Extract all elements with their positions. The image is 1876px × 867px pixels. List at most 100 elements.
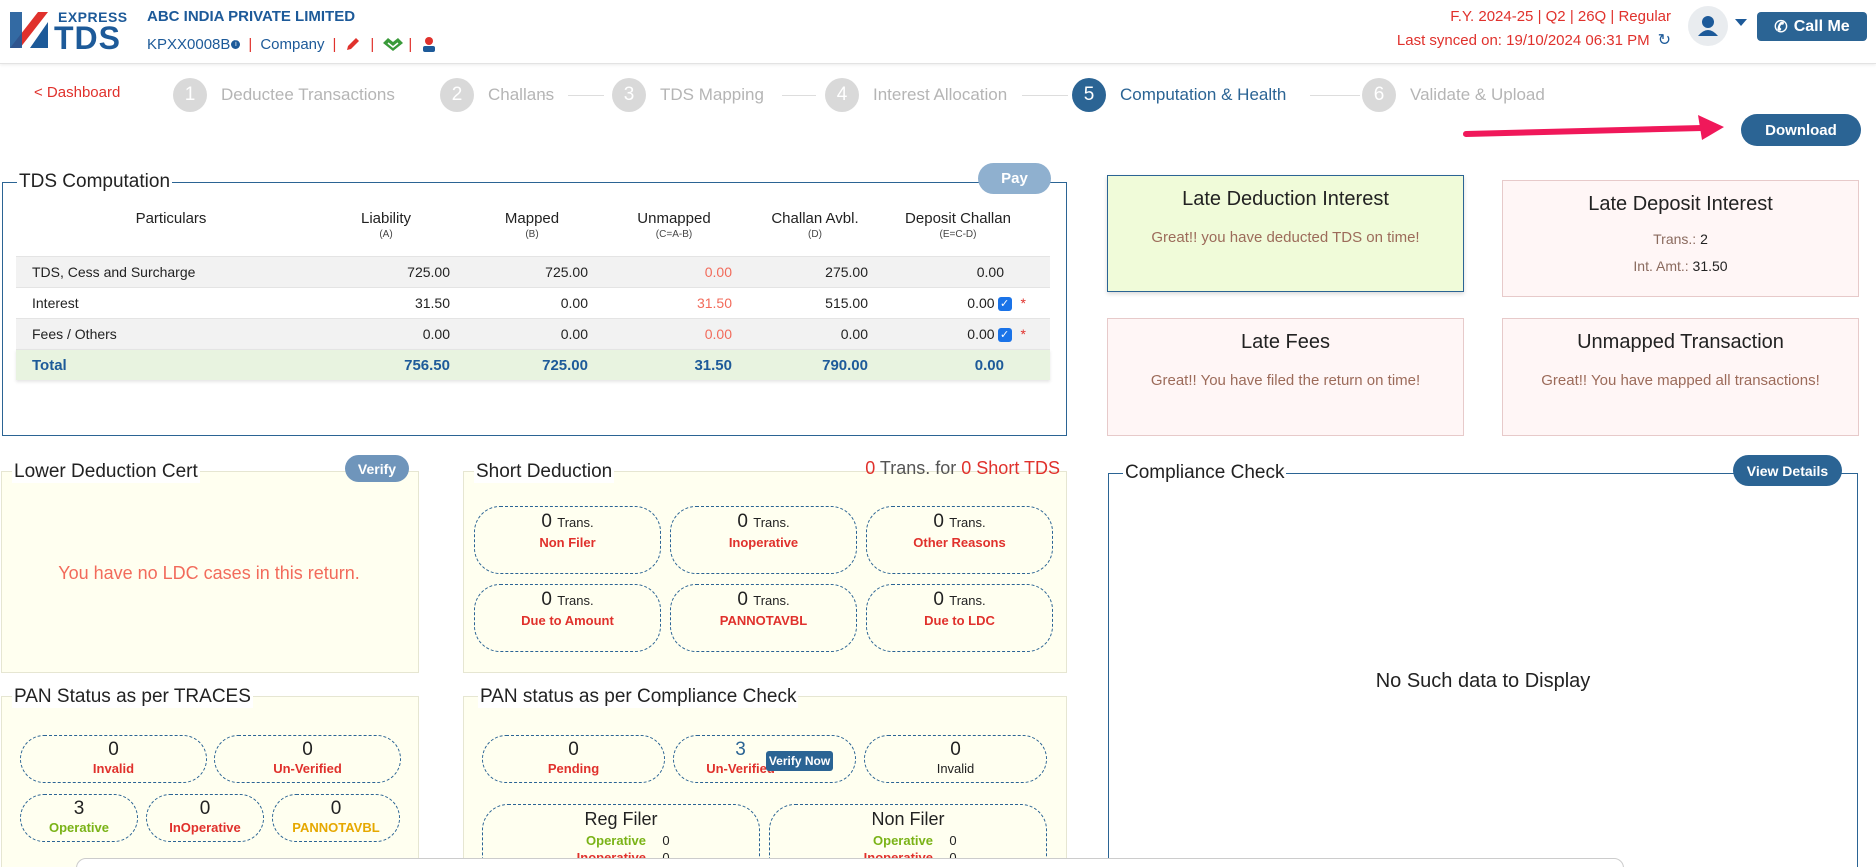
column-header: Unmapped (C=A-B) xyxy=(637,210,711,240)
pan-invalid-bubble[interactable]: 0 Invalid xyxy=(20,735,207,783)
step-number: 2 xyxy=(440,78,474,112)
panel-title: PAN status as per Compliance Check xyxy=(478,686,799,708)
info-icon[interactable]: i xyxy=(231,39,241,49)
non-filer-bubble[interactable]: 0 Trans. Non Filer xyxy=(474,506,661,574)
step-challans[interactable]: 2 Challans xyxy=(440,78,554,112)
late-fees-card[interactable]: Late Fees Great!! You have filed the ret… xyxy=(1107,318,1464,436)
card-message: Great!! You have mapped all transactions… xyxy=(1541,372,1820,389)
express-tds-logo[interactable]: EXPRESS TDS xyxy=(8,8,128,56)
logo-text-express: EXPRESS xyxy=(58,9,128,25)
inoperative-bubble[interactable]: 0 Trans. Inoperative xyxy=(670,506,857,574)
pan-operative-bubble[interactable]: 3 Operative xyxy=(20,794,138,842)
person-icon xyxy=(1698,16,1718,36)
compliance-check-panel: Compliance Check xyxy=(1108,462,1858,867)
card-title: Unmapped Transaction xyxy=(1577,331,1784,353)
column-header: Mapped (B) xyxy=(504,210,560,240)
handshake-icon[interactable] xyxy=(382,35,404,53)
pan-pending-bubble[interactable]: 0 Pending xyxy=(482,735,665,783)
divider: | xyxy=(370,35,375,53)
step-number: 6 xyxy=(1362,78,1396,112)
dashboard-back-link[interactable]: < Dashboard xyxy=(34,84,121,101)
card-values: Trans.: 2 Int. Amt.: 31.50 xyxy=(1633,231,1728,274)
company-name: ABC INDIA PRIVATE LIMITED xyxy=(147,8,356,25)
unmapped-transaction-card[interactable]: Unmapped Transaction Great!! You have ma… xyxy=(1502,318,1859,436)
pannotavbl-bubble[interactable]: 0 Trans. PANNOTAVBL xyxy=(670,584,857,652)
card-title: Late Fees xyxy=(1241,331,1330,353)
pan-pannotavbl-bubble[interactable]: 0 PANNOTAVBL xyxy=(272,794,400,842)
table-row: Fees / Others 0.00 0.00 0.00 0.00 0.00 ✓ * xyxy=(16,318,1050,349)
step-number: 4 xyxy=(825,78,859,112)
column-header: Deposit Challan (E=C-D) xyxy=(905,210,1011,240)
column-header: Particulars xyxy=(135,210,207,227)
phone-icon: ✆ xyxy=(1774,18,1788,36)
last-synced-text: Last synced on: 19/10/2024 06:31 PM xyxy=(1396,31,1650,49)
step-connector xyxy=(568,95,604,96)
step-label: TDS Mapping xyxy=(660,85,764,104)
chevron-down-icon[interactable] xyxy=(1735,19,1747,26)
step-label: Validate & Upload xyxy=(1410,85,1545,104)
edit-pencil-icon[interactable] xyxy=(344,35,362,53)
no-data-message: No Such data to Display xyxy=(1375,670,1591,692)
table-row: TDS, Cess and Surcharge 725.00 725.00 0.… xyxy=(16,256,1050,287)
annotation-arrow-icon xyxy=(1463,115,1724,140)
top-header: EXPRESS TDS ABC INDIA PRIVATE LIMITED KP… xyxy=(0,0,1876,64)
deposit-checkbox[interactable]: ✓ xyxy=(997,297,1012,312)
table-row: Interest 31.50 0.00 31.50 515.00 0.00 ✓ * xyxy=(16,287,1050,318)
step-number: 1 xyxy=(173,78,207,112)
pay-button[interactable]: Pay xyxy=(978,163,1051,194)
step-computation-health[interactable]: 5 Computation & Health xyxy=(1072,78,1286,112)
due-to-amount-bubble[interactable]: 0 Trans. Due to Amount xyxy=(474,584,661,652)
verify-button[interactable]: Verify xyxy=(345,455,409,482)
step-connector xyxy=(540,95,552,96)
panel-title: Compliance Check xyxy=(1123,462,1287,484)
pan-cc-invalid-bubble[interactable]: 0 Invalid xyxy=(864,735,1047,783)
column-header: Challan Avbl. (D) xyxy=(771,210,859,240)
view-details-button[interactable]: View Details xyxy=(1733,455,1842,486)
step-tds-mapping[interactable]: 3 TDS Mapping xyxy=(612,78,764,112)
download-button[interactable]: Download xyxy=(1741,114,1861,146)
user-avatar[interactable] xyxy=(1688,6,1728,46)
refresh-icon[interactable]: ↻ xyxy=(1657,32,1671,49)
step-deductee-transactions[interactable]: 1 Deductee Transactions xyxy=(173,78,395,112)
short-tds-summary: 0 Trans. for 0 Short TDS xyxy=(865,458,1060,478)
divider: | xyxy=(332,35,337,53)
step-interest-allocation[interactable]: 4 Interest Allocation xyxy=(825,78,1007,112)
step-label: Interest Allocation xyxy=(873,85,1008,104)
required-star: * xyxy=(1020,325,1026,342)
card-title: Late Deposit Interest xyxy=(1588,193,1773,215)
lower-deduction-cert-panel: Lower Deduction Cert xyxy=(1,461,419,673)
step-number: 5 xyxy=(1072,78,1106,112)
step-label: Challans xyxy=(488,85,555,104)
no-ldc-message: You have no LDC cases in this return. xyxy=(58,563,360,583)
step-connector xyxy=(782,95,816,96)
bottom-overlay-bar xyxy=(76,858,1624,867)
step-connector xyxy=(1310,95,1360,96)
deposit-checkbox[interactable]: ✓ xyxy=(997,328,1012,343)
other-reasons-bubble[interactable]: 0 Trans. Other Reasons xyxy=(866,506,1053,574)
card-message: Great!! You have filed the return on tim… xyxy=(1150,372,1421,389)
call-me-button[interactable]: ✆ Call Me xyxy=(1757,12,1867,41)
tan-number: KPXX0008B xyxy=(147,35,231,53)
user-badge-icon[interactable] xyxy=(420,35,438,53)
column-header: Liability (A) xyxy=(360,210,412,240)
logo-text-tds: TDS xyxy=(54,20,121,56)
panel-title: PAN Status as per TRACES xyxy=(12,686,253,708)
required-star: * xyxy=(1020,294,1026,311)
pan-unverified-bubble[interactable]: 0 Un-Verified xyxy=(214,735,401,783)
step-connector xyxy=(1022,95,1068,96)
late-deposit-interest-card[interactable]: Late Deposit Interest Trans.: 2 Int. Amt… xyxy=(1502,180,1859,297)
verify-now-button[interactable]: Verify Now xyxy=(766,751,833,771)
step-number: 3 xyxy=(612,78,646,112)
step-label: Deductee Transactions xyxy=(221,85,395,104)
fy-quarter-info: F.Y. 2024-25 | Q2 | 26Q | Regular xyxy=(1450,8,1671,25)
due-to-ldc-bubble[interactable]: 0 Trans. Due to LDC xyxy=(866,584,1053,652)
step-validate-upload[interactable]: 6 Validate & Upload xyxy=(1362,78,1545,112)
last-synced-info: Last synced on: 19/10/2024 06:31 PM ↻ xyxy=(1397,30,1671,50)
divider: | xyxy=(248,35,253,53)
table-total-row: Total 756.50 725.00 31.50 790.00 0.00 xyxy=(16,349,1050,380)
call-me-label: Call Me xyxy=(1793,17,1850,35)
late-deduction-interest-card[interactable]: Late Deduction Interest Great!! you have… xyxy=(1107,175,1464,292)
pan-inoperative-bubble[interactable]: 0 InOperative xyxy=(146,794,264,842)
